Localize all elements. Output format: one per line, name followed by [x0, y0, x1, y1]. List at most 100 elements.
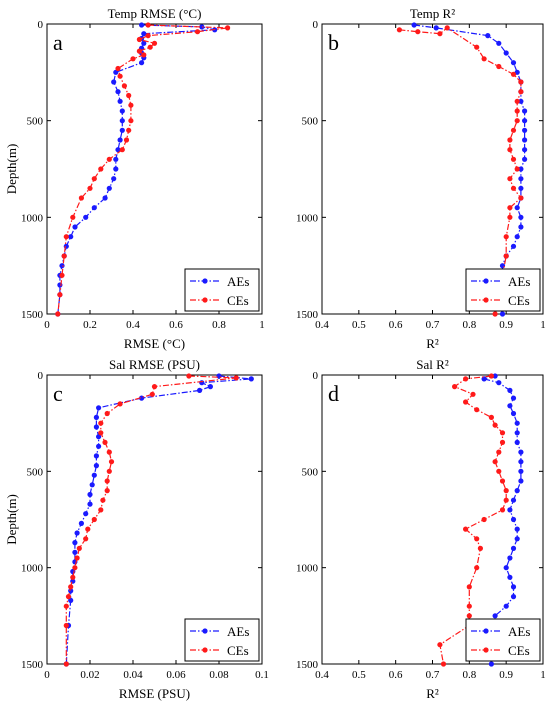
- legend-marker: [483, 278, 489, 284]
- data-point: [115, 147, 121, 153]
- legend-label: CEs: [508, 643, 530, 658]
- data-point: [396, 27, 402, 33]
- data-point: [507, 176, 513, 182]
- data-point: [496, 63, 502, 70]
- data-point: [111, 176, 117, 182]
- data-point: [98, 420, 104, 426]
- y-tick-label: 500: [302, 466, 319, 478]
- y-axis-label: Depth(m): [4, 144, 19, 195]
- data-point: [522, 147, 528, 153]
- data-point: [481, 516, 487, 523]
- x-tick-label: 0.04: [123, 669, 143, 681]
- data-point: [151, 40, 158, 46]
- data-point: [433, 25, 439, 31]
- data-point: [126, 127, 132, 133]
- data-point: [474, 407, 480, 413]
- data-point: [514, 118, 520, 124]
- data-point: [83, 214, 89, 220]
- data-point: [106, 156, 112, 162]
- data-point: [55, 311, 61, 317]
- y-tick-label: 0: [38, 370, 44, 382]
- data-point: [507, 137, 513, 143]
- x-tick-label: 0.9: [499, 319, 513, 331]
- data-point: [503, 603, 509, 609]
- data-point: [522, 137, 528, 143]
- data-point: [91, 472, 97, 478]
- x-tick-label: 0.02: [80, 669, 99, 681]
- data-point: [85, 526, 91, 532]
- y-tick-label: 1500: [296, 659, 319, 671]
- data-point: [74, 530, 80, 536]
- x-tick-label: 0: [44, 669, 50, 681]
- data-point: [510, 497, 517, 503]
- data-point: [510, 395, 517, 401]
- data-point: [492, 373, 498, 379]
- data-point: [514, 420, 520, 426]
- data-point: [470, 391, 476, 397]
- data-point: [194, 29, 201, 35]
- data-point: [507, 205, 513, 211]
- x-axis-label: RMSE (PSU): [119, 686, 190, 701]
- legend-label: CEs: [508, 293, 530, 308]
- data-point: [96, 443, 102, 449]
- data-point: [113, 156, 119, 162]
- y-tick-label: 500: [302, 116, 319, 128]
- data-point: [510, 545, 517, 552]
- data-point: [503, 565, 509, 571]
- x-tick-label: 0: [44, 319, 50, 331]
- data-point: [503, 497, 509, 503]
- data-point: [68, 588, 74, 594]
- y-tick-label: 500: [27, 466, 44, 478]
- panel-letter: d: [328, 381, 339, 406]
- data-point: [518, 176, 524, 182]
- series-aes: [55, 22, 218, 317]
- x-tick-label: 0.2: [83, 319, 97, 331]
- data-point: [514, 205, 520, 211]
- data-point: [89, 482, 95, 488]
- data-point: [136, 36, 142, 43]
- data-point: [510, 584, 517, 590]
- data-point: [115, 89, 121, 95]
- x-axis-label: RMSE (°C): [124, 336, 185, 351]
- x-tick-label: 0.5: [352, 319, 366, 331]
- data-point: [463, 526, 469, 532]
- series-line: [439, 375, 507, 665]
- data-point: [141, 40, 147, 46]
- data-point: [474, 44, 480, 50]
- data-point: [128, 102, 134, 108]
- data-point: [514, 488, 520, 494]
- data-point: [499, 311, 506, 317]
- data-point: [119, 147, 125, 153]
- data-point: [72, 549, 78, 555]
- data-point: [123, 137, 130, 143]
- x-tick-label: 0.5: [352, 669, 366, 681]
- data-point: [70, 214, 76, 220]
- legend-box: [465, 618, 541, 662]
- data-point: [507, 387, 513, 393]
- data-point: [139, 22, 145, 28]
- data-point: [510, 410, 517, 417]
- data-point: [514, 108, 520, 114]
- data-point: [119, 127, 125, 133]
- data-point: [121, 83, 127, 89]
- x-tick-label: 0.4: [315, 669, 329, 681]
- panel-letter: b: [328, 30, 339, 55]
- legend-label: AEs: [508, 624, 530, 639]
- data-point: [106, 468, 112, 474]
- data-point: [128, 118, 134, 124]
- y-tick-label: 0: [313, 370, 319, 382]
- data-point: [510, 516, 517, 523]
- data-point: [452, 384, 458, 390]
- data-point: [91, 176, 97, 182]
- data-point: [518, 449, 524, 455]
- data-point: [76, 545, 82, 552]
- data-point: [57, 292, 63, 298]
- legend: AEs CEs: [184, 268, 260, 312]
- legend-box: [465, 268, 541, 312]
- data-point: [510, 594, 517, 600]
- data-point: [108, 459, 115, 465]
- data-point: [510, 127, 517, 133]
- data-point: [147, 44, 153, 50]
- x-tick-label: 1: [259, 319, 265, 331]
- data-point: [93, 453, 99, 459]
